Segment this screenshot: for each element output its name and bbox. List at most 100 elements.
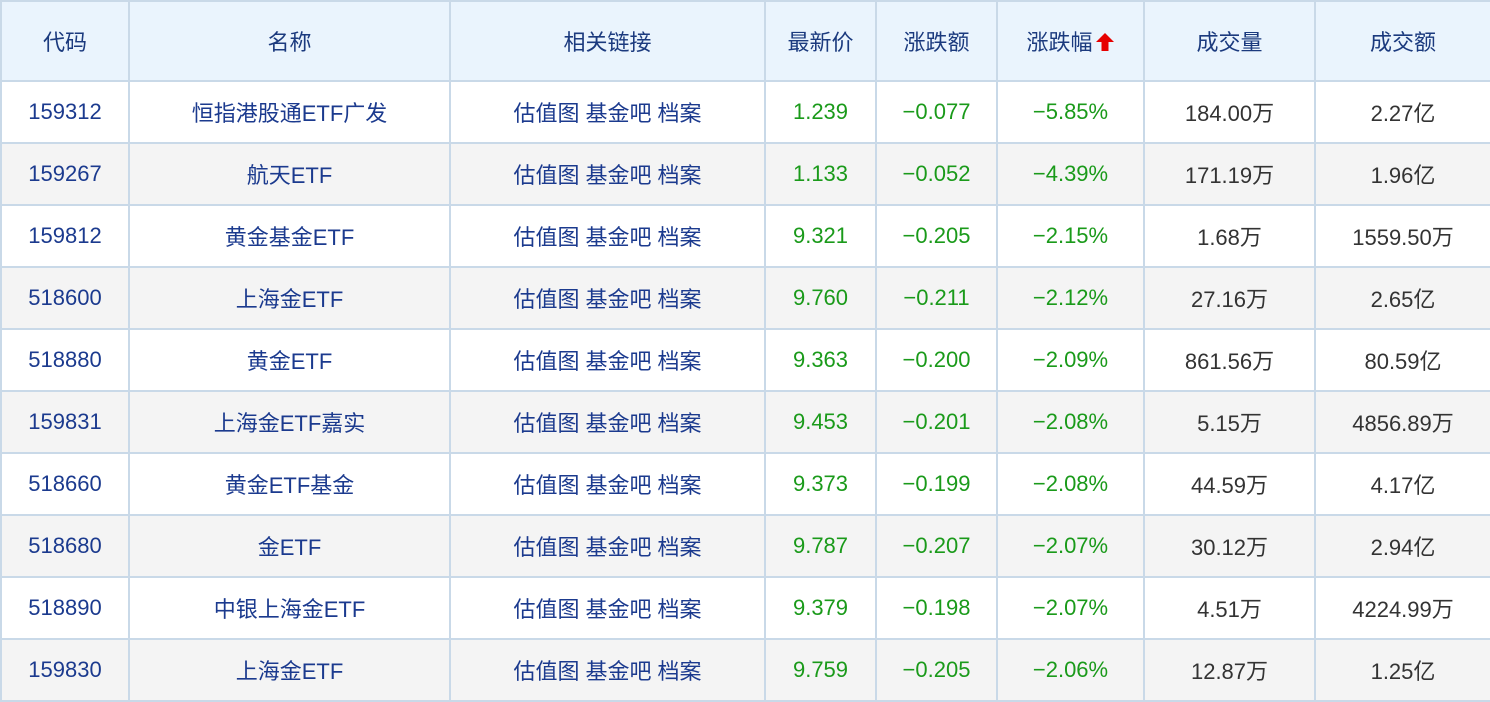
volume: 861.56万 bbox=[1143, 328, 1316, 392]
change-amount: −0.205 bbox=[875, 638, 998, 702]
related-links: 估值图 基金吧 档案 bbox=[449, 638, 766, 702]
valuation-chart-link[interactable]: 估值图 bbox=[513, 659, 580, 684]
volume: 27.16万 bbox=[1143, 266, 1316, 330]
name-link[interactable]: 黄金ETF bbox=[128, 328, 451, 392]
change-amount: −0.052 bbox=[875, 142, 998, 206]
change-amount: −0.198 bbox=[875, 576, 998, 640]
change-amount: −0.201 bbox=[875, 390, 998, 454]
archive-link[interactable]: 档案 bbox=[657, 659, 702, 684]
change-amount: −0.211 bbox=[875, 266, 998, 330]
related-links: 估值图 基金吧 档案 bbox=[449, 266, 766, 330]
name-link[interactable]: 黄金ETF基金 bbox=[128, 452, 451, 516]
turnover: 2.94亿 bbox=[1314, 514, 1490, 578]
archive-link[interactable]: 档案 bbox=[657, 597, 702, 622]
related-links: 估值图 基金吧 档案 bbox=[449, 576, 766, 640]
table-row: 518600 上海金ETF 估值图 基金吧 档案 9.760 −0.211 −2.12% 27.… bbox=[0, 266, 1490, 330]
header-code[interactable]: 代码 bbox=[0, 0, 130, 82]
valuation-chart-link[interactable]: 估值图 bbox=[513, 287, 580, 312]
name-link[interactable]: 上海金ETF bbox=[128, 266, 451, 330]
volume: 184.00万 bbox=[1143, 80, 1316, 144]
valuation-chart-link[interactable]: 估值图 bbox=[513, 535, 580, 560]
valuation-chart-link[interactable]: 估值图 bbox=[513, 349, 580, 374]
name-link[interactable]: 恒指港股通ETF广发 bbox=[128, 80, 451, 144]
fund-forum-link[interactable]: 基金吧 bbox=[585, 535, 652, 560]
fund-forum-link[interactable]: 基金吧 bbox=[585, 349, 652, 374]
header-name[interactable]: 名称 bbox=[128, 0, 451, 82]
fund-forum-link[interactable]: 基金吧 bbox=[585, 287, 652, 312]
archive-link[interactable]: 档案 bbox=[657, 535, 702, 560]
name-link[interactable]: 上海金ETF嘉实 bbox=[128, 390, 451, 454]
archive-link[interactable]: 档案 bbox=[657, 101, 702, 126]
valuation-chart-link[interactable]: 估值图 bbox=[513, 411, 580, 436]
fund-forum-link[interactable]: 基金吧 bbox=[585, 659, 652, 684]
table-row: 159830 上海金ETF 估值图 基金吧 档案 9.759 −0.205 −2.06% 12.… bbox=[0, 638, 1490, 702]
latest-price: 9.760 bbox=[764, 266, 877, 330]
valuation-chart-link[interactable]: 估值图 bbox=[513, 163, 580, 188]
table-row: 518660 黄金ETF基金 估值图 基金吧 档案 9.373 −0.199 −2.08% 44… bbox=[0, 452, 1490, 516]
header-pct[interactable]: 涨跌幅 bbox=[996, 0, 1145, 82]
header-price[interactable]: 最新价 bbox=[764, 0, 877, 82]
turnover: 1559.50万 bbox=[1314, 204, 1490, 268]
latest-price: 1.239 bbox=[764, 80, 877, 144]
header-amount[interactable]: 成交额 bbox=[1314, 0, 1490, 82]
code-link[interactable]: 159267 bbox=[0, 142, 130, 206]
turnover: 80.59亿 bbox=[1314, 328, 1490, 392]
archive-link[interactable]: 档案 bbox=[657, 349, 702, 374]
change-amount: −0.205 bbox=[875, 204, 998, 268]
latest-price: 1.133 bbox=[764, 142, 877, 206]
latest-price: 9.373 bbox=[764, 452, 877, 516]
header-change[interactable]: 涨跌额 bbox=[875, 0, 998, 82]
fund-forum-link[interactable]: 基金吧 bbox=[585, 473, 652, 498]
header-links: 相关链接 bbox=[449, 0, 766, 82]
valuation-chart-link[interactable]: 估值图 bbox=[513, 101, 580, 126]
code-link[interactable]: 518880 bbox=[0, 328, 130, 392]
table-row: 159312 恒指港股通ETF广发 估值图 基金吧 档案 1.239 −0.077 −5.85… bbox=[0, 80, 1490, 144]
volume: 1.68万 bbox=[1143, 204, 1316, 268]
fund-forum-link[interactable]: 基金吧 bbox=[585, 101, 652, 126]
code-link[interactable]: 159830 bbox=[0, 638, 130, 702]
volume: 12.87万 bbox=[1143, 638, 1316, 702]
header-pct-label: 涨跌幅 bbox=[1026, 30, 1093, 55]
turnover: 4856.89万 bbox=[1314, 390, 1490, 454]
code-link[interactable]: 159312 bbox=[0, 80, 130, 144]
archive-link[interactable]: 档案 bbox=[657, 163, 702, 188]
code-link[interactable]: 159812 bbox=[0, 204, 130, 268]
name-link[interactable]: 金ETF bbox=[128, 514, 451, 578]
archive-link[interactable]: 档案 bbox=[657, 473, 702, 498]
valuation-chart-link[interactable]: 估值图 bbox=[513, 225, 580, 250]
code-link[interactable]: 518660 bbox=[0, 452, 130, 516]
fund-forum-link[interactable]: 基金吧 bbox=[585, 225, 652, 250]
change-percent: −2.09% bbox=[996, 328, 1145, 392]
fund-forum-link[interactable]: 基金吧 bbox=[585, 597, 652, 622]
related-links: 估值图 基金吧 档案 bbox=[449, 204, 766, 268]
fund-forum-link[interactable]: 基金吧 bbox=[585, 163, 652, 188]
change-amount: −0.077 bbox=[875, 80, 998, 144]
archive-link[interactable]: 档案 bbox=[657, 411, 702, 436]
fund-forum-link[interactable]: 基金吧 bbox=[585, 411, 652, 436]
related-links: 估值图 基金吧 档案 bbox=[449, 80, 766, 144]
header-volume[interactable]: 成交量 bbox=[1143, 0, 1316, 82]
table-row: 518880 黄金ETF 估值图 基金吧 档案 9.363 −0.200 −2.09% 861.… bbox=[0, 328, 1490, 392]
name-link[interactable]: 上海金ETF bbox=[128, 638, 451, 702]
archive-link[interactable]: 档案 bbox=[657, 225, 702, 250]
name-link[interactable]: 航天ETF bbox=[128, 142, 451, 206]
name-link[interactable]: 中银上海金ETF bbox=[128, 576, 451, 640]
valuation-chart-link[interactable]: 估值图 bbox=[513, 473, 580, 498]
code-link[interactable]: 159831 bbox=[0, 390, 130, 454]
change-percent: −4.39% bbox=[996, 142, 1145, 206]
name-link[interactable]: 黄金基金ETF bbox=[128, 204, 451, 268]
turnover: 1.25亿 bbox=[1314, 638, 1490, 702]
volume: 4.51万 bbox=[1143, 576, 1316, 640]
valuation-chart-link[interactable]: 估值图 bbox=[513, 597, 580, 622]
change-amount: −0.200 bbox=[875, 328, 998, 392]
change-percent: −2.08% bbox=[996, 390, 1145, 454]
archive-link[interactable]: 档案 bbox=[657, 287, 702, 312]
code-link[interactable]: 518680 bbox=[0, 514, 130, 578]
arrow-up-icon bbox=[1095, 33, 1114, 51]
table-row: 518680 金ETF 估值图 基金吧 档案 9.787 −0.207 −2.07% 30.12… bbox=[0, 514, 1490, 578]
code-link[interactable]: 518890 bbox=[0, 576, 130, 640]
latest-price: 9.363 bbox=[764, 328, 877, 392]
turnover: 1.96亿 bbox=[1314, 142, 1490, 206]
code-link[interactable]: 518600 bbox=[0, 266, 130, 330]
